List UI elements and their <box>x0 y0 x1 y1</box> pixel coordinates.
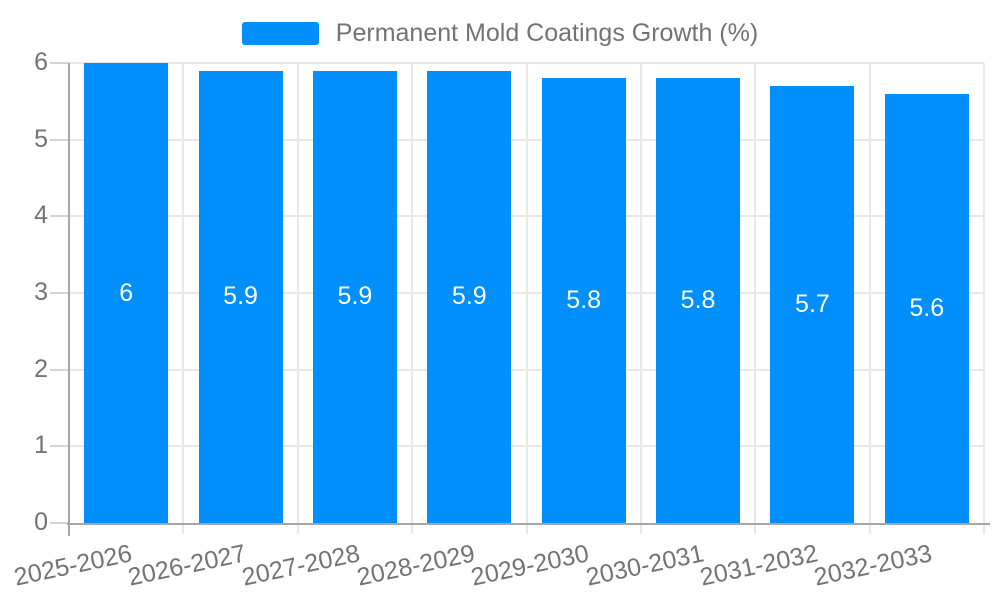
y-tick-mark <box>50 215 69 218</box>
bar[interactable]: 5.9 <box>198 70 283 523</box>
gridline-vertical <box>983 63 985 534</box>
y-tick-mark <box>50 62 69 64</box>
legend-label: Permanent Mold Coatings Growth (%) <box>335 19 759 47</box>
bar-value-label: 5.9 <box>223 282 258 311</box>
x-tick-label: 2032-2033 <box>811 539 935 592</box>
bar-value-label: 5.7 <box>795 290 830 318</box>
x-tick-label: 2031-2032 <box>697 539 821 592</box>
y-tick-label: 4 <box>34 201 48 230</box>
bar[interactable]: 5.8 <box>656 78 741 523</box>
x-tick-label: 2028-2029 <box>354 539 478 592</box>
y-tick-label: 6 <box>34 48 48 76</box>
bar-value-label: 5.9 <box>337 282 373 311</box>
gridline-vertical <box>182 63 185 534</box>
y-tick-label: 5 <box>34 124 48 153</box>
bar[interactable]: 5.7 <box>770 86 855 523</box>
bar-value-label: 5.8 <box>566 286 602 315</box>
legend-swatch-icon <box>241 22 319 45</box>
y-tick-label: 1 <box>34 431 48 460</box>
y-tick-mark <box>50 138 69 141</box>
x-tick-label: 2029-2030 <box>468 539 592 592</box>
y-tick-mark <box>50 368 69 371</box>
y-tick-label: 3 <box>34 278 48 306</box>
x-tick-label: 2025-2026 <box>11 539 134 592</box>
bar[interactable]: 5.8 <box>541 78 626 523</box>
bar[interactable]: 5.9 <box>427 70 512 523</box>
y-tick-mark <box>50 292 69 294</box>
gridline-vertical <box>868 63 871 534</box>
bar-value-label: 6 <box>119 278 134 307</box>
gridline-vertical <box>411 63 414 534</box>
bar[interactable]: 5.6 <box>884 93 969 523</box>
x-tick-label: 2030-2031 <box>583 539 706 592</box>
y-axis-line <box>68 63 70 536</box>
y-tick-label: 2 <box>34 354 48 383</box>
y-tick-mark <box>50 522 69 524</box>
x-tick-label: 2027-2028 <box>239 539 363 592</box>
x-tick-label: 2026-2027 <box>125 539 249 592</box>
bar[interactable]: 5.9 <box>312 70 397 523</box>
gridline-vertical <box>639 63 642 534</box>
gridline-vertical <box>525 63 528 534</box>
bar-value-label: 5.8 <box>680 286 716 315</box>
bar[interactable]: 6 <box>84 63 169 523</box>
bar-value-label: 5.9 <box>451 282 487 311</box>
bar-value-label: 5.6 <box>909 293 945 322</box>
legend[interactable]: Permanent Mold Coatings Growth (%) <box>0 19 1000 48</box>
y-tick-label: 0 <box>34 508 48 536</box>
gridline-vertical <box>754 63 757 534</box>
y-tick-mark <box>50 445 69 448</box>
x-axis-line <box>67 523 990 525</box>
gridline-vertical <box>296 63 299 534</box>
